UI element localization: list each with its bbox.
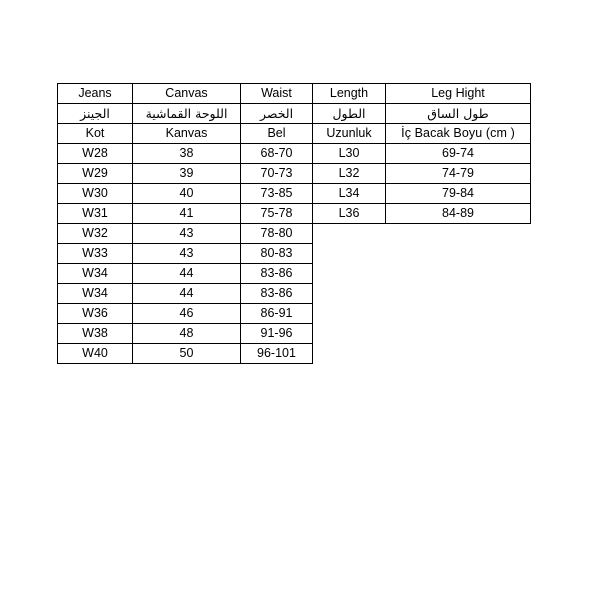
header-canvas-ar: اللوحة القماشية [132, 103, 241, 124]
cell-empty [312, 283, 386, 304]
cell-jeans: W28 [57, 143, 133, 164]
cell-canvas: 50 [132, 343, 241, 364]
cell-empty [312, 303, 386, 324]
cell-length: L30 [312, 143, 386, 164]
cell-jeans: W38 [57, 323, 133, 344]
cell-canvas: 41 [132, 203, 241, 224]
header-length-en: Length [312, 83, 386, 104]
cell-empty [385, 223, 531, 244]
table-row: W40 50 96-101 [57, 343, 531, 364]
header-canvas-tr: Kanvas [132, 123, 241, 144]
header-row-arabic: الجينز اللوحة القماشية الخصر الطول طول ا… [57, 103, 531, 124]
cell-waist: 73-85 [240, 183, 313, 204]
cell-empty [385, 243, 531, 264]
cell-length: L32 [312, 163, 386, 184]
cell-jeans: W29 [57, 163, 133, 184]
cell-canvas: 40 [132, 183, 241, 204]
cell-length: L36 [312, 203, 386, 224]
header-leg-en: Leg Hight [385, 83, 531, 104]
cell-leg: 69-74 [385, 143, 531, 164]
cell-canvas: 39 [132, 163, 241, 184]
table-row: W30 40 73-85 L34 79-84 [57, 183, 531, 204]
header-length-ar: الطول [312, 103, 386, 124]
cell-canvas: 46 [132, 303, 241, 324]
header-jeans-ar: الجينز [57, 103, 133, 124]
cell-empty [385, 263, 531, 284]
cell-leg: 79-84 [385, 183, 531, 204]
cell-canvas: 43 [132, 243, 241, 264]
cell-jeans: W34 [57, 283, 133, 304]
cell-waist: 75-78 [240, 203, 313, 224]
table-row: W36 46 86-91 [57, 303, 531, 324]
table-row: W29 39 70-73 L32 74-79 [57, 163, 531, 184]
table-row: W31 41 75-78 L36 84-89 [57, 203, 531, 224]
table-row: W34 44 83-86 [57, 283, 531, 304]
header-jeans-en: Jeans [57, 83, 133, 104]
table-row: W34 44 83-86 [57, 263, 531, 284]
cell-empty [312, 343, 386, 364]
cell-length: L34 [312, 183, 386, 204]
cell-empty [312, 323, 386, 344]
cell-empty [312, 263, 386, 284]
cell-waist: 83-86 [240, 263, 313, 284]
cell-empty [312, 223, 386, 244]
header-leg-ar: طول الساق [385, 103, 531, 124]
cell-empty [385, 283, 531, 304]
cell-waist: 70-73 [240, 163, 313, 184]
cell-waist: 78-80 [240, 223, 313, 244]
cell-waist: 80-83 [240, 243, 313, 264]
cell-waist: 86-91 [240, 303, 313, 324]
cell-canvas: 48 [132, 323, 241, 344]
header-row-turkish: Kot Kanvas Bel Uzunluk İç Bacak Boyu (cm… [57, 123, 531, 144]
header-waist-en: Waist [240, 83, 313, 104]
header-length-tr: Uzunluk [312, 123, 386, 144]
cell-waist: 68-70 [240, 143, 313, 164]
cell-waist: 96-101 [240, 343, 313, 364]
cell-jeans: W36 [57, 303, 133, 324]
header-waist-ar: الخصر [240, 103, 313, 124]
size-chart-table: Jeans Canvas Waist Length Leg Hight الجي… [57, 83, 531, 364]
table-row: W38 48 91-96 [57, 323, 531, 344]
cell-canvas: 43 [132, 223, 241, 244]
header-canvas-en: Canvas [132, 83, 241, 104]
header-jeans-tr: Kot [57, 123, 133, 144]
cell-leg: 74-79 [385, 163, 531, 184]
table-row: W32 43 78-80 [57, 223, 531, 244]
cell-jeans: W33 [57, 243, 133, 264]
cell-jeans: W34 [57, 263, 133, 284]
cell-jeans: W30 [57, 183, 133, 204]
cell-canvas: 44 [132, 283, 241, 304]
cell-canvas: 38 [132, 143, 241, 164]
cell-empty [385, 343, 531, 364]
cell-jeans: W31 [57, 203, 133, 224]
header-waist-tr: Bel [240, 123, 313, 144]
table-row: W33 43 80-83 [57, 243, 531, 264]
table-row: W28 38 68-70 L30 69-74 [57, 143, 531, 164]
cell-waist: 91-96 [240, 323, 313, 344]
cell-empty [385, 323, 531, 344]
cell-empty [312, 243, 386, 264]
cell-canvas: 44 [132, 263, 241, 284]
cell-leg: 84-89 [385, 203, 531, 224]
cell-waist: 83-86 [240, 283, 313, 304]
cell-jeans: W32 [57, 223, 133, 244]
cell-jeans: W40 [57, 343, 133, 364]
header-row-english: Jeans Canvas Waist Length Leg Hight [57, 83, 531, 104]
header-leg-tr: İç Bacak Boyu (cm ) [385, 123, 531, 144]
cell-empty [385, 303, 531, 324]
